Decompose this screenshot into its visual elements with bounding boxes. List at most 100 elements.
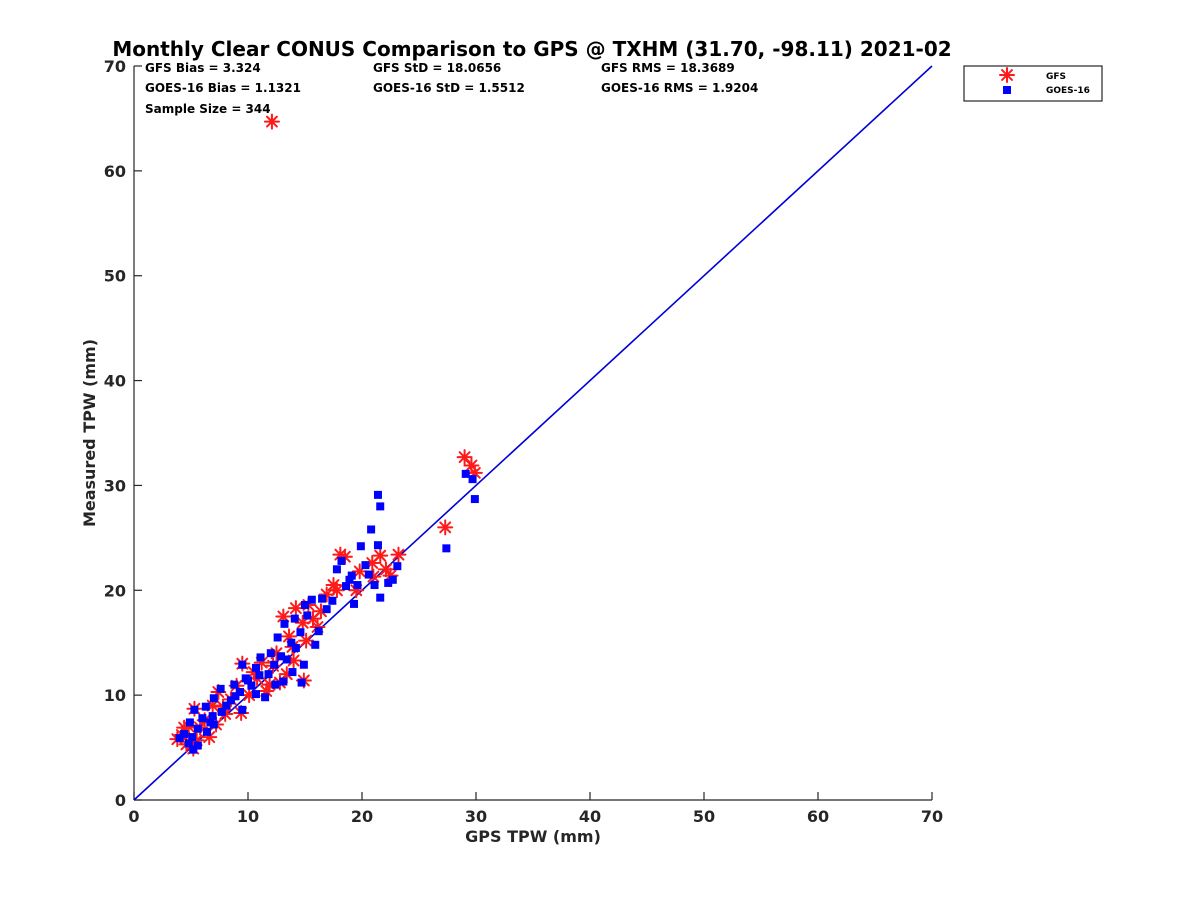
goes-16-point bbox=[209, 694, 218, 703]
goes-16-point bbox=[347, 571, 356, 580]
x-tick-label: 60 bbox=[807, 807, 829, 826]
goes-16-point bbox=[297, 678, 306, 687]
goes-16-point bbox=[393, 562, 402, 571]
goes-16-point bbox=[256, 653, 265, 662]
goes-16-point bbox=[217, 707, 226, 716]
goes-16-point bbox=[271, 680, 280, 689]
legend-goes-16-label: GOES-16 bbox=[1046, 86, 1090, 96]
chart-title: Monthly Clear CONUS Comparison to GPS @ … bbox=[112, 37, 951, 61]
stats-block: GFS Bias = 3.324 GFS StD = 18.0656 GFS R… bbox=[145, 61, 758, 116]
x-tick-label: 70 bbox=[921, 807, 943, 826]
goes-16-point bbox=[299, 660, 308, 669]
gfs-rms-text: GFS RMS = 18.3689 bbox=[601, 61, 735, 75]
goes-16-point bbox=[185, 718, 194, 727]
goes-16-point bbox=[180, 729, 189, 738]
goes-16-point bbox=[373, 490, 382, 499]
x-axis-label: GPS TPW (mm) bbox=[465, 827, 601, 846]
goes-16-point bbox=[373, 541, 382, 550]
goes-16-point bbox=[303, 611, 312, 620]
goes-16-point bbox=[356, 542, 365, 551]
goes-16-point bbox=[208, 712, 217, 721]
goes-16-point bbox=[367, 525, 376, 534]
x-tick-label: 30 bbox=[465, 807, 487, 826]
goes-16-point bbox=[201, 702, 210, 711]
goes-16-point bbox=[361, 561, 370, 570]
goes-16-point bbox=[342, 582, 351, 591]
y-axis-label: Measured TPW (mm) bbox=[80, 339, 99, 527]
goes-16-point bbox=[241, 674, 250, 683]
goes-16-point bbox=[193, 741, 202, 750]
goes-16-point bbox=[231, 692, 240, 701]
goes-16-point bbox=[238, 705, 247, 714]
goes-16-point bbox=[291, 643, 300, 652]
goes-16-point bbox=[282, 655, 291, 664]
gfs-point bbox=[390, 546, 407, 563]
goes-16-point bbox=[280, 619, 289, 628]
goes-bias-text: GOES-16 Bias = 1.1321 bbox=[145, 81, 301, 95]
goes-16-point bbox=[318, 594, 327, 603]
goes-16-point bbox=[238, 660, 247, 669]
goes-16-point bbox=[266, 649, 275, 658]
goes-16-point bbox=[287, 638, 296, 647]
goes-16-point bbox=[251, 690, 260, 699]
goes-16-point bbox=[337, 556, 346, 565]
goes-16-point bbox=[175, 734, 184, 743]
gfs-point bbox=[263, 113, 280, 130]
goes-16-point bbox=[193, 724, 202, 733]
y-tick-label: 30 bbox=[104, 476, 126, 495]
gfs-point bbox=[287, 600, 304, 617]
goes-16-point bbox=[328, 596, 337, 605]
x-ticks: 0 10 20 30 40 50 60 70 bbox=[128, 792, 943, 826]
x-tick-label: 40 bbox=[579, 807, 601, 826]
goes-16-point bbox=[470, 495, 479, 504]
goes-16-point bbox=[216, 684, 225, 693]
goes-16-point bbox=[311, 640, 320, 649]
goes-16-point bbox=[202, 727, 211, 736]
gfs-bias-text: GFS Bias = 3.324 bbox=[145, 61, 261, 75]
goes-16-point bbox=[345, 575, 354, 584]
gfs-std-text: GFS StD = 18.0656 bbox=[373, 61, 501, 75]
series-goes-16 bbox=[175, 469, 479, 754]
goes-16-point bbox=[255, 671, 264, 680]
goes-16-point bbox=[332, 565, 341, 574]
goes-16-point bbox=[236, 687, 245, 696]
goes-16-point bbox=[353, 581, 362, 590]
gfs-point bbox=[328, 582, 345, 599]
goes-16-point bbox=[264, 670, 273, 679]
goes-16-point bbox=[222, 701, 231, 710]
goes-16-point bbox=[364, 570, 373, 579]
goes-16-point bbox=[384, 578, 393, 587]
y-tick-label: 20 bbox=[104, 581, 126, 600]
goes-16-point bbox=[230, 680, 239, 689]
y-tick-label: 70 bbox=[104, 57, 126, 76]
goes-16-point bbox=[314, 627, 323, 636]
goes-16-point bbox=[376, 593, 385, 602]
legend-goes-16-marker bbox=[1003, 86, 1011, 94]
goes-16-point bbox=[370, 581, 379, 590]
goes-16-point bbox=[184, 739, 193, 748]
goes-16-point bbox=[442, 544, 451, 553]
goes-16-point bbox=[279, 677, 288, 686]
x-tick-label: 20 bbox=[351, 807, 373, 826]
goes-16-point bbox=[277, 652, 286, 661]
legend-gfs-asterisk bbox=[999, 67, 1015, 83]
goes-16-point bbox=[189, 745, 198, 754]
goes-16-point bbox=[198, 714, 207, 723]
goes-std-text: GOES-16 StD = 1.5512 bbox=[373, 81, 525, 95]
goes-16-point bbox=[376, 502, 385, 511]
goes-16-point bbox=[468, 475, 477, 484]
goes-16-point bbox=[461, 469, 470, 478]
legend-box bbox=[963, 65, 1103, 102]
legend: GFS GOES-16 bbox=[963, 65, 1103, 102]
y-tick-label: 60 bbox=[104, 162, 126, 181]
x-tick-label: 50 bbox=[693, 807, 715, 826]
gfs-point bbox=[456, 449, 473, 466]
legend-gfs-marker bbox=[999, 67, 1015, 83]
goes-rms-text: GOES-16 RMS = 1.9204 bbox=[601, 81, 758, 95]
x-tick-label: 0 bbox=[128, 807, 139, 826]
goes-16-point bbox=[270, 660, 279, 669]
goes-16-point bbox=[307, 595, 316, 604]
goes-16-point bbox=[350, 599, 359, 608]
legend-gfs-label: GFS bbox=[1046, 72, 1066, 82]
y-tick-label: 40 bbox=[104, 372, 126, 391]
